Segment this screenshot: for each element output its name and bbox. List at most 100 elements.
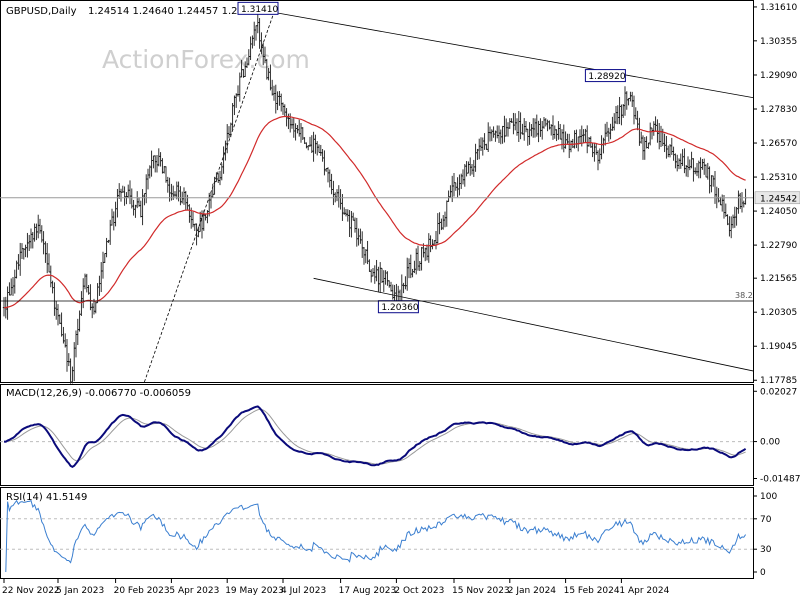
price-bar	[404, 276, 407, 290]
price-bar	[361, 231, 364, 258]
price-bar	[337, 185, 340, 208]
price-bar	[132, 199, 135, 216]
price-bar	[447, 190, 450, 202]
price-bar	[375, 259, 378, 282]
price-bar	[359, 228, 362, 244]
price-bar	[688, 159, 691, 171]
price-bar	[357, 228, 360, 246]
date-axis-label: 2 Oct 2023	[394, 586, 444, 596]
price-bar	[402, 282, 405, 294]
price-bar	[89, 284, 92, 311]
price-bar	[305, 142, 308, 149]
price-bar	[692, 158, 695, 182]
price-bar	[629, 91, 632, 102]
price-bar	[55, 301, 58, 320]
price-bar	[532, 118, 535, 138]
price-bar	[127, 184, 130, 199]
price-bar	[213, 176, 216, 195]
price-bar	[559, 123, 562, 140]
price-bar	[339, 189, 342, 210]
price-bar	[595, 143, 598, 155]
price-bar	[211, 183, 214, 198]
price-annotation-label: 1.31410	[241, 5, 278, 15]
price-bar	[731, 214, 735, 229]
price-bar	[496, 125, 499, 139]
price-bar	[78, 310, 81, 332]
price-bar	[344, 209, 348, 217]
price-bar	[476, 148, 479, 160]
date-axis-label: 1 Apr 2024	[619, 586, 669, 596]
price-bar	[416, 245, 420, 271]
fib-level-label: 38.2	[735, 291, 753, 300]
price-bar	[424, 247, 427, 262]
price-bar	[418, 261, 421, 272]
price-bar	[395, 283, 398, 304]
price-bar	[161, 158, 164, 174]
date-axis-label: 5 Apr 2023	[169, 586, 219, 596]
price-bar	[159, 152, 162, 167]
date-axis-label: 22 Nov 2022	[2, 586, 60, 596]
price-bar	[467, 161, 470, 174]
price-bar	[283, 104, 286, 117]
price-bar	[209, 191, 213, 209]
date-axis-label: 5 Jan 2023	[56, 586, 104, 596]
price-bar	[373, 265, 376, 284]
macd-pane	[0, 384, 754, 486]
price-bar	[26, 232, 29, 258]
price-axis-label: 1.21565	[760, 274, 797, 284]
price-bar	[227, 126, 231, 139]
price-bar	[553, 125, 556, 139]
price-bar	[704, 164, 708, 178]
price-bar	[713, 171, 717, 204]
price-bar	[560, 129, 564, 150]
price-bar	[442, 215, 445, 230]
price-bar	[136, 191, 139, 209]
price-bar	[17, 254, 20, 270]
price-bar	[598, 148, 601, 164]
price-bar	[710, 175, 713, 193]
price-bar	[69, 358, 72, 384]
price-annotation-box	[584, 69, 626, 83]
price-bar	[368, 259, 371, 272]
rsi-axis-label: 100	[760, 492, 777, 502]
price-bar	[557, 121, 560, 140]
price-bar	[544, 118, 547, 127]
price-axis-label: 1.22790	[760, 241, 797, 251]
price-bar	[276, 91, 279, 111]
price-bar	[184, 190, 187, 211]
date-axis-label: 20 Feb 2023	[114, 586, 170, 596]
price-bar	[107, 239, 110, 243]
price-bar	[632, 95, 636, 125]
price-bar	[730, 216, 733, 239]
price-bar	[152, 155, 155, 169]
price-bar	[503, 115, 506, 143]
price-bar	[474, 143, 477, 172]
price-bar	[465, 161, 468, 177]
price-bar	[569, 140, 573, 153]
price-bar	[13, 269, 16, 294]
price-bar	[456, 177, 459, 198]
channel-upper-line	[273, 11, 754, 99]
price-axis-label: 1.31610	[760, 3, 797, 13]
price-bar	[100, 262, 103, 293]
price-bar	[85, 273, 88, 293]
price-bar	[551, 115, 555, 140]
price-bar	[220, 163, 223, 181]
price-bar	[280, 93, 283, 112]
price-bar	[506, 122, 510, 137]
date-axis-label: 2 Jan 2024	[508, 586, 556, 596]
price-bar	[157, 148, 160, 167]
price-bar	[326, 167, 330, 183]
price-bar	[568, 133, 571, 159]
price-bar	[377, 266, 380, 293]
price-bar	[118, 183, 121, 199]
last-price-label: 1.24542	[760, 194, 797, 204]
price-bar	[123, 186, 126, 206]
price-bar	[706, 162, 709, 180]
price-bar	[335, 189, 339, 202]
price-bar	[650, 127, 654, 140]
date-axis-label: 15 Nov 2023	[452, 586, 510, 596]
price-bar	[659, 125, 663, 147]
price-bar	[461, 169, 465, 185]
